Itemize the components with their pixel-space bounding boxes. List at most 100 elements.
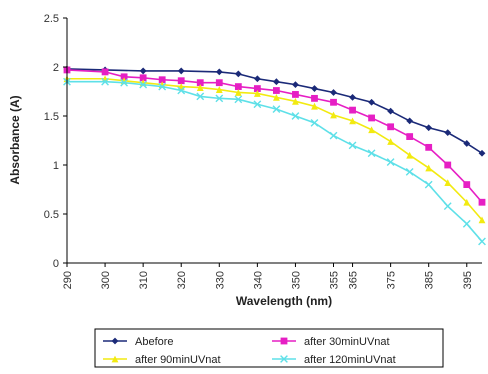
legend-label: Abefore xyxy=(135,336,174,348)
data-point xyxy=(139,80,148,89)
data-point xyxy=(444,161,452,169)
data-point xyxy=(406,151,414,159)
data-point xyxy=(272,105,281,114)
data-point xyxy=(234,89,242,96)
y-tick-label: 2.5 xyxy=(44,13,59,25)
legend-box xyxy=(94,328,444,368)
series-1 xyxy=(63,65,486,157)
data-point xyxy=(463,181,471,188)
data-point xyxy=(348,141,357,150)
data-point xyxy=(406,133,414,140)
x-tick-label: 330 xyxy=(214,271,226,289)
data-point xyxy=(425,164,433,172)
data-point xyxy=(368,98,375,106)
data-point xyxy=(196,92,205,101)
data-point xyxy=(101,77,109,86)
data-point xyxy=(253,100,262,109)
data-point xyxy=(349,117,356,125)
data-point xyxy=(273,93,280,101)
legend-label: after 30minUVnat xyxy=(304,336,390,348)
data-point xyxy=(478,198,486,206)
data-point xyxy=(273,87,280,94)
series-2 xyxy=(63,66,486,206)
legend-marker xyxy=(111,337,119,345)
data-point xyxy=(215,86,223,93)
legend-marker xyxy=(280,337,288,345)
plot-background xyxy=(67,18,482,263)
x-tick-label: 320 xyxy=(176,271,188,289)
data-point xyxy=(386,158,395,166)
data-point xyxy=(368,114,375,122)
x-tick-label: 350 xyxy=(290,271,302,289)
data-point xyxy=(330,111,337,119)
x-tick-label: 340 xyxy=(252,271,264,289)
data-point xyxy=(177,77,185,85)
y-tick-label: 0 xyxy=(53,258,59,270)
legend-item: after 30minUVnat xyxy=(272,336,390,348)
x-tick-label: 300 xyxy=(100,271,112,289)
data-point xyxy=(139,67,147,75)
data-point xyxy=(215,94,224,103)
legend: Abefore after 30minUVnat after 90minUVnat a… xyxy=(94,328,444,368)
data-point xyxy=(234,95,243,104)
data-point xyxy=(349,106,356,114)
data-point xyxy=(291,112,300,120)
data-point xyxy=(158,76,166,84)
data-point xyxy=(273,78,280,86)
y-axis-title: Absorbance (A) xyxy=(8,95,22,184)
y-tick-label: 2 xyxy=(53,62,59,74)
data-point xyxy=(215,79,223,87)
data-point xyxy=(443,202,452,211)
legend-marker xyxy=(280,355,288,363)
series-line xyxy=(66,69,483,203)
data-point xyxy=(234,70,242,78)
data-point xyxy=(101,68,109,76)
data-point xyxy=(196,79,204,87)
x-tick-label: 365 xyxy=(348,271,360,289)
data-point xyxy=(329,131,338,140)
x-tick-label: 395 xyxy=(462,271,474,289)
y-tick-label: 1.5 xyxy=(44,111,59,123)
data-point xyxy=(177,86,186,95)
data-point xyxy=(405,167,414,176)
data-point xyxy=(158,82,167,91)
data-point xyxy=(367,149,376,158)
x-axis-title: Wavelength (nm) xyxy=(236,294,332,308)
data-point xyxy=(253,90,261,97)
series-4 xyxy=(63,77,486,246)
data-point xyxy=(330,89,337,96)
series-line xyxy=(67,77,483,221)
data-point xyxy=(478,216,486,224)
data-point xyxy=(215,68,223,76)
series-layer xyxy=(63,65,486,246)
data-point xyxy=(234,83,242,90)
data-point xyxy=(311,85,318,92)
x-tick-label: 385 xyxy=(424,271,436,289)
data-point xyxy=(463,198,471,206)
legend-item: after 90minUVnat xyxy=(103,354,221,366)
y-tick-label: 1 xyxy=(53,160,59,172)
data-point xyxy=(406,117,414,125)
data-point xyxy=(310,118,319,127)
data-point xyxy=(444,129,452,137)
data-point xyxy=(253,75,261,83)
x-tick-label: 355 xyxy=(329,271,341,289)
legend-label: after 90minUVnat xyxy=(135,354,221,366)
x-tick-label: 375 xyxy=(386,271,398,289)
data-point xyxy=(478,149,486,157)
data-point xyxy=(425,143,433,151)
data-point xyxy=(349,93,356,101)
data-point xyxy=(253,85,261,92)
data-point xyxy=(387,138,395,145)
x-tick-label: 290 xyxy=(62,271,74,289)
data-point xyxy=(387,107,395,115)
series-line xyxy=(67,80,483,242)
data-point xyxy=(120,73,128,81)
legend-item: after 120minUVnat xyxy=(272,354,396,366)
plot-area xyxy=(67,18,482,263)
data-point xyxy=(444,179,452,187)
data-point xyxy=(424,180,433,189)
data-point xyxy=(425,124,433,132)
legend-marker xyxy=(111,355,119,363)
